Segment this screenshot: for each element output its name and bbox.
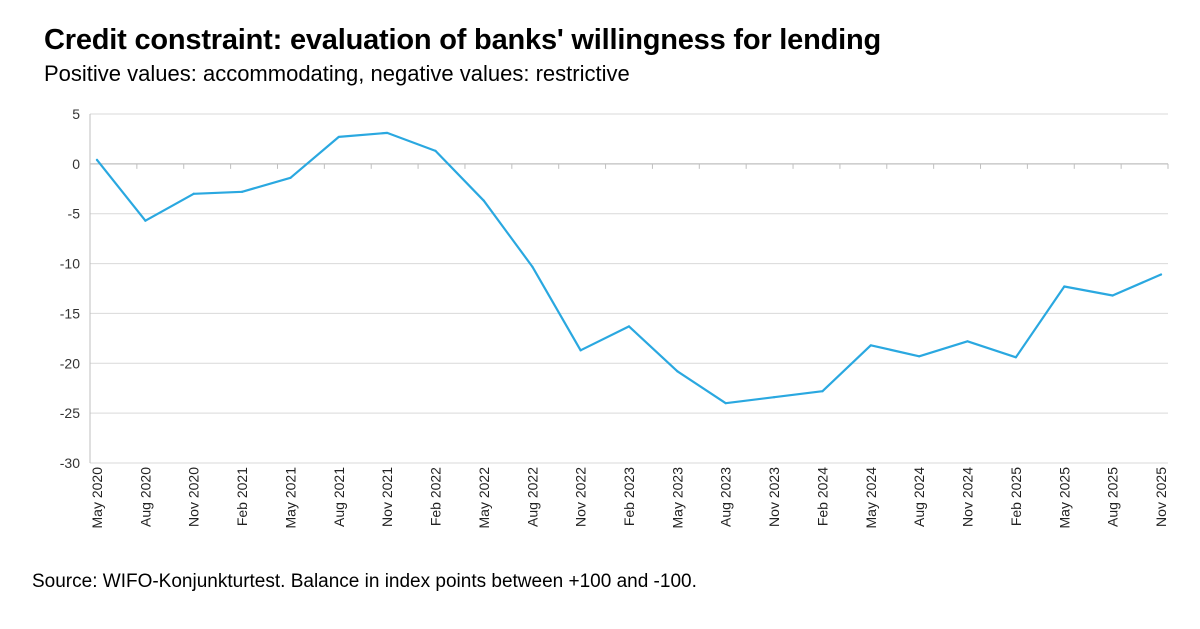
x-tick-label: Aug 2021	[331, 467, 347, 527]
y-tick-label: -30	[60, 455, 80, 471]
data-point	[821, 390, 824, 393]
data-point	[386, 131, 389, 135]
y-tick-label: 0	[72, 156, 80, 172]
x-tick-label: Aug 2023	[718, 467, 734, 527]
data-point	[918, 355, 921, 358]
data-point	[144, 219, 147, 222]
y-tick-label: 5	[72, 106, 80, 122]
x-tick-label: May 2023	[669, 467, 685, 529]
data-point	[192, 192, 195, 195]
y-tick-label: -25	[60, 405, 80, 421]
x-tick-label: May 2020	[89, 467, 105, 529]
x-tick-label: Nov 2020	[186, 467, 202, 527]
x-tick-label: Feb 2022	[428, 467, 444, 526]
data-point	[772, 396, 776, 399]
data-point	[1014, 356, 1018, 359]
x-tick-label: May 2025	[1056, 467, 1072, 529]
data-point	[337, 135, 340, 139]
x-tick-label: May 2024	[863, 467, 879, 529]
x-tick-label: May 2022	[476, 467, 492, 529]
data-point	[676, 370, 679, 373]
x-tick-label: Aug 2025	[1105, 467, 1121, 527]
data-point	[1111, 294, 1114, 297]
x-tick-label: Nov 2021	[379, 467, 395, 527]
data-point	[627, 325, 631, 328]
data-point	[1159, 273, 1163, 276]
x-tick-label: Feb 2024	[814, 467, 830, 526]
x-tick-label: Feb 2023	[621, 467, 637, 526]
x-tick-label: Feb 2021	[234, 467, 250, 526]
series-line	[95, 131, 1163, 405]
data-point	[531, 265, 534, 268]
x-tick-label: Aug 2022	[524, 467, 540, 527]
y-tick-label: -20	[60, 355, 80, 371]
y-tick-label: -15	[60, 305, 80, 321]
y-tick-label: -5	[68, 206, 81, 222]
x-tick-label: Aug 2024	[911, 467, 927, 527]
data-point	[289, 176, 292, 179]
x-tick-label: Feb 2025	[1008, 467, 1024, 526]
data-point	[95, 158, 99, 161]
chart-subtitle: Positive values: accommodating, negative…	[44, 61, 630, 86]
x-tick-label: Nov 2023	[766, 467, 782, 527]
data-point	[869, 344, 872, 347]
x-tick-label: Nov 2025	[1153, 467, 1169, 527]
x-tick-label: Nov 2024	[960, 467, 976, 527]
data-point	[434, 149, 437, 152]
x-tick-label: Nov 2022	[573, 467, 589, 527]
data-point	[724, 402, 727, 405]
data-point	[966, 340, 969, 343]
y-tick-label: -10	[60, 256, 80, 272]
x-tick-label: Aug 2020	[137, 467, 153, 527]
source-note: Source: WIFO-Konjunkturtest. Balance in …	[32, 571, 697, 592]
data-point	[240, 190, 244, 193]
x-tick-label: May 2021	[282, 467, 298, 529]
data-point	[579, 349, 582, 352]
data-point	[482, 199, 486, 202]
data-point	[1063, 285, 1066, 288]
chart-title: Credit constraint: evaluation of banks' …	[44, 24, 882, 56]
